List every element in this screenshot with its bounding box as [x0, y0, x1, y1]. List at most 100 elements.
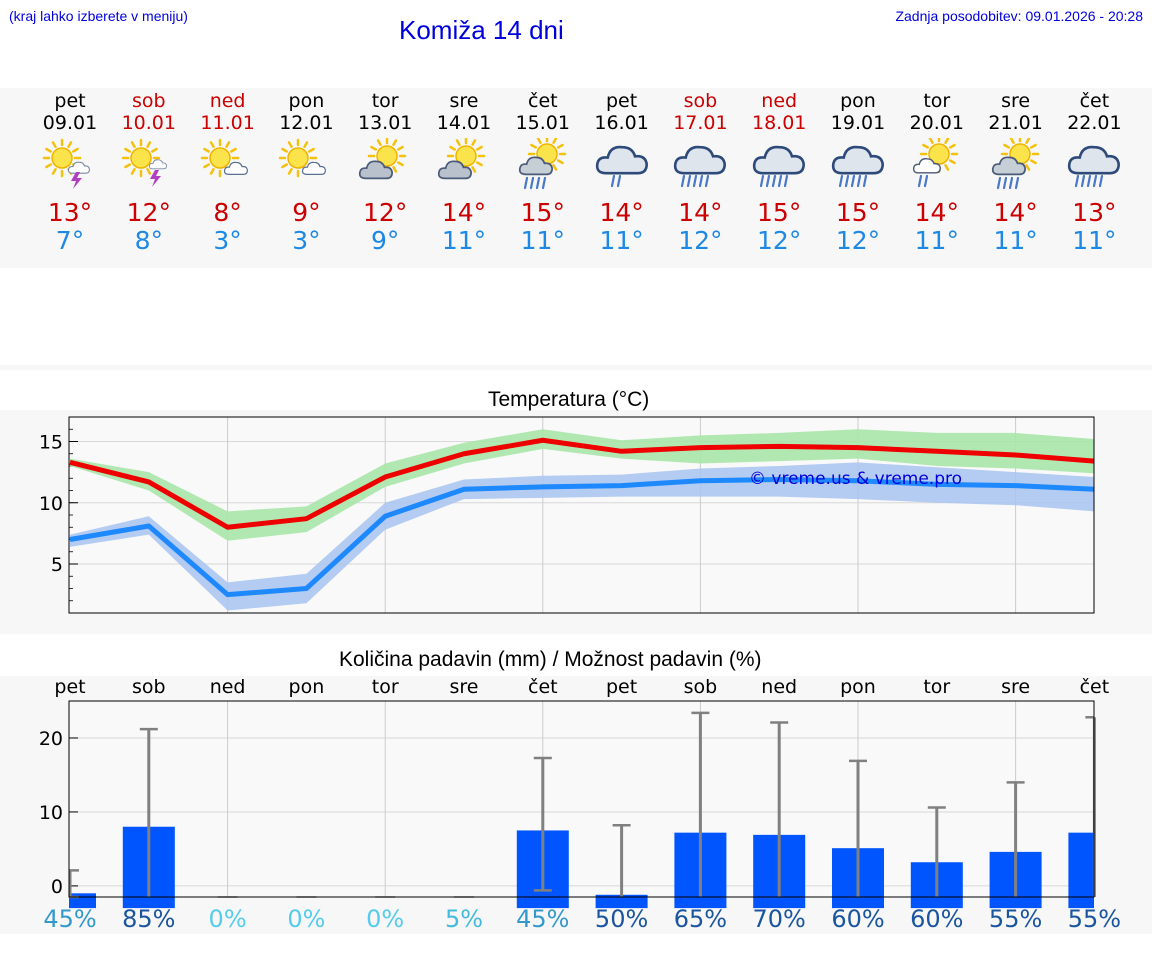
- watermark: © vreme.us & vreme.pro: [749, 469, 962, 489]
- day-name: ned: [209, 90, 246, 112]
- temp-min: 3°: [213, 226, 242, 255]
- x-category-label: pon: [289, 676, 325, 698]
- day-name: sob: [683, 90, 718, 112]
- day-date: 13.01: [357, 112, 413, 134]
- x-category-label: pet: [606, 676, 637, 698]
- temp-max: 15°: [835, 198, 881, 227]
- x-category-label: sre: [450, 676, 479, 698]
- cloud-rain-icon: [830, 138, 886, 194]
- precipitation-chance: 65%: [674, 905, 727, 933]
- precipitation-chart-title: Količina padavin (mm) / Možnost padavin …: [339, 648, 762, 671]
- x-category-label: sre: [1001, 676, 1030, 698]
- precipitation-chance: 0%: [209, 905, 247, 933]
- x-category-label: čet: [528, 676, 558, 698]
- precipitation-chance: 50%: [595, 905, 648, 933]
- temp-max: 14°: [678, 198, 723, 227]
- cloud-rain-icon: [1066, 138, 1122, 194]
- temp-min: 11°: [914, 226, 959, 255]
- precipitation-bar: [1068, 832, 1094, 909]
- temp-max: 14°: [914, 198, 959, 227]
- temp-max: 8°: [213, 198, 242, 227]
- temp-min: 8°: [134, 226, 163, 255]
- x-category-label: tor: [372, 676, 399, 698]
- precipitation-chance: 45%: [516, 905, 569, 933]
- temp-min: 12°: [678, 226, 723, 255]
- precipitation-chance: 70%: [753, 905, 806, 933]
- precipitation-chance: 85%: [122, 905, 175, 933]
- precipitation-chance: 60%: [831, 905, 884, 933]
- precipitation-chance: 5%: [445, 905, 483, 933]
- precipitation-chance: 0%: [287, 905, 325, 933]
- temperature-chart-title: Temperatura (°C): [488, 388, 650, 411]
- y-tick-label: 15: [39, 432, 63, 454]
- x-category-label: sob: [132, 676, 166, 698]
- temp-min: 11°: [441, 226, 487, 255]
- temp-min: 11°: [993, 226, 1038, 255]
- sun-cloud-thunder-icon: [42, 138, 98, 194]
- temp-min: 11°: [520, 226, 565, 255]
- x-category-label: ned: [210, 676, 246, 698]
- temp-min: 11°: [599, 226, 644, 255]
- y-tick-label: 10: [39, 802, 63, 824]
- precipitation-chance: 55%: [989, 905, 1042, 933]
- precipitation-chance: 55%: [1068, 905, 1121, 933]
- day-name: sre: [1001, 90, 1031, 112]
- temp-min: 3°: [292, 226, 321, 255]
- day-name: pet: [54, 90, 86, 112]
- temp-max: 12°: [363, 198, 408, 227]
- day-date: 14.01: [436, 112, 492, 134]
- last-update: Zadnja posodobitev: 09.01.2026 - 20:28: [895, 8, 1143, 24]
- day-name: čet: [528, 90, 558, 112]
- y-tick-label: 5: [51, 554, 63, 576]
- day-date: 20.01: [909, 112, 964, 134]
- max-temp-line: [69, 437, 1095, 530]
- precipitation-bar: [595, 894, 648, 909]
- temp-min: 9°: [370, 226, 400, 255]
- page-title: Komiža 14 dni: [399, 15, 564, 45]
- sun-cloud-rain-icon: [988, 134, 1044, 194]
- divider: [0, 365, 1152, 370]
- temp-max: 13°: [1072, 198, 1117, 227]
- day-date: 21.01: [988, 112, 1043, 134]
- day-name: sob: [132, 90, 166, 112]
- temp-min: 12°: [757, 226, 802, 255]
- temp-max: 14°: [993, 198, 1038, 227]
- cloud-rain-icon: [751, 138, 807, 194]
- precipitation-plot-frame: [68, 700, 1095, 898]
- cloud-light-rain-icon: [594, 138, 650, 194]
- location-hint: (kraj lahko izberete v meniju): [9, 8, 188, 24]
- day-name: pet: [605, 90, 638, 112]
- x-category-label: sob: [684, 676, 718, 698]
- day-date: 15.01: [515, 112, 570, 134]
- y-tick-label: 0: [51, 876, 63, 898]
- sun-cloud-icon: [357, 136, 413, 194]
- day-name: tor: [923, 90, 951, 112]
- day-date: 09.01: [42, 112, 98, 134]
- forecast-strip: [0, 88, 1152, 268]
- temp-max: 15°: [520, 198, 565, 227]
- x-category-label: tor: [923, 676, 950, 698]
- precipitation-chance: 0%: [366, 905, 404, 933]
- temp-max: 12°: [126, 198, 171, 227]
- y-tick-label: 10: [39, 493, 63, 515]
- x-category-label: čet: [1080, 676, 1110, 698]
- sun-cloud-rain-icon: [515, 134, 571, 194]
- temp-min: 12°: [835, 226, 881, 255]
- day-date: 11.01: [200, 112, 255, 134]
- precipitation-chance: 60%: [910, 905, 963, 933]
- day-date: 17.01: [673, 112, 728, 134]
- day-date: 16.01: [594, 112, 649, 134]
- day-date: 18.01: [751, 112, 807, 134]
- temp-min: 11°: [1072, 226, 1117, 255]
- x-category-label: pet: [54, 676, 85, 698]
- temp-max: 14°: [441, 198, 487, 227]
- day-name: tor: [371, 90, 399, 112]
- sun-light-rain-icon: [909, 134, 965, 194]
- sun-small-cloud-icon: [278, 138, 334, 194]
- temp-max: 9°: [292, 198, 321, 227]
- temp-min: 7°: [55, 226, 85, 255]
- temperature-plot-frame: [68, 416, 1095, 614]
- x-category-label: pon: [840, 676, 876, 698]
- x-category-label: ned: [761, 676, 797, 698]
